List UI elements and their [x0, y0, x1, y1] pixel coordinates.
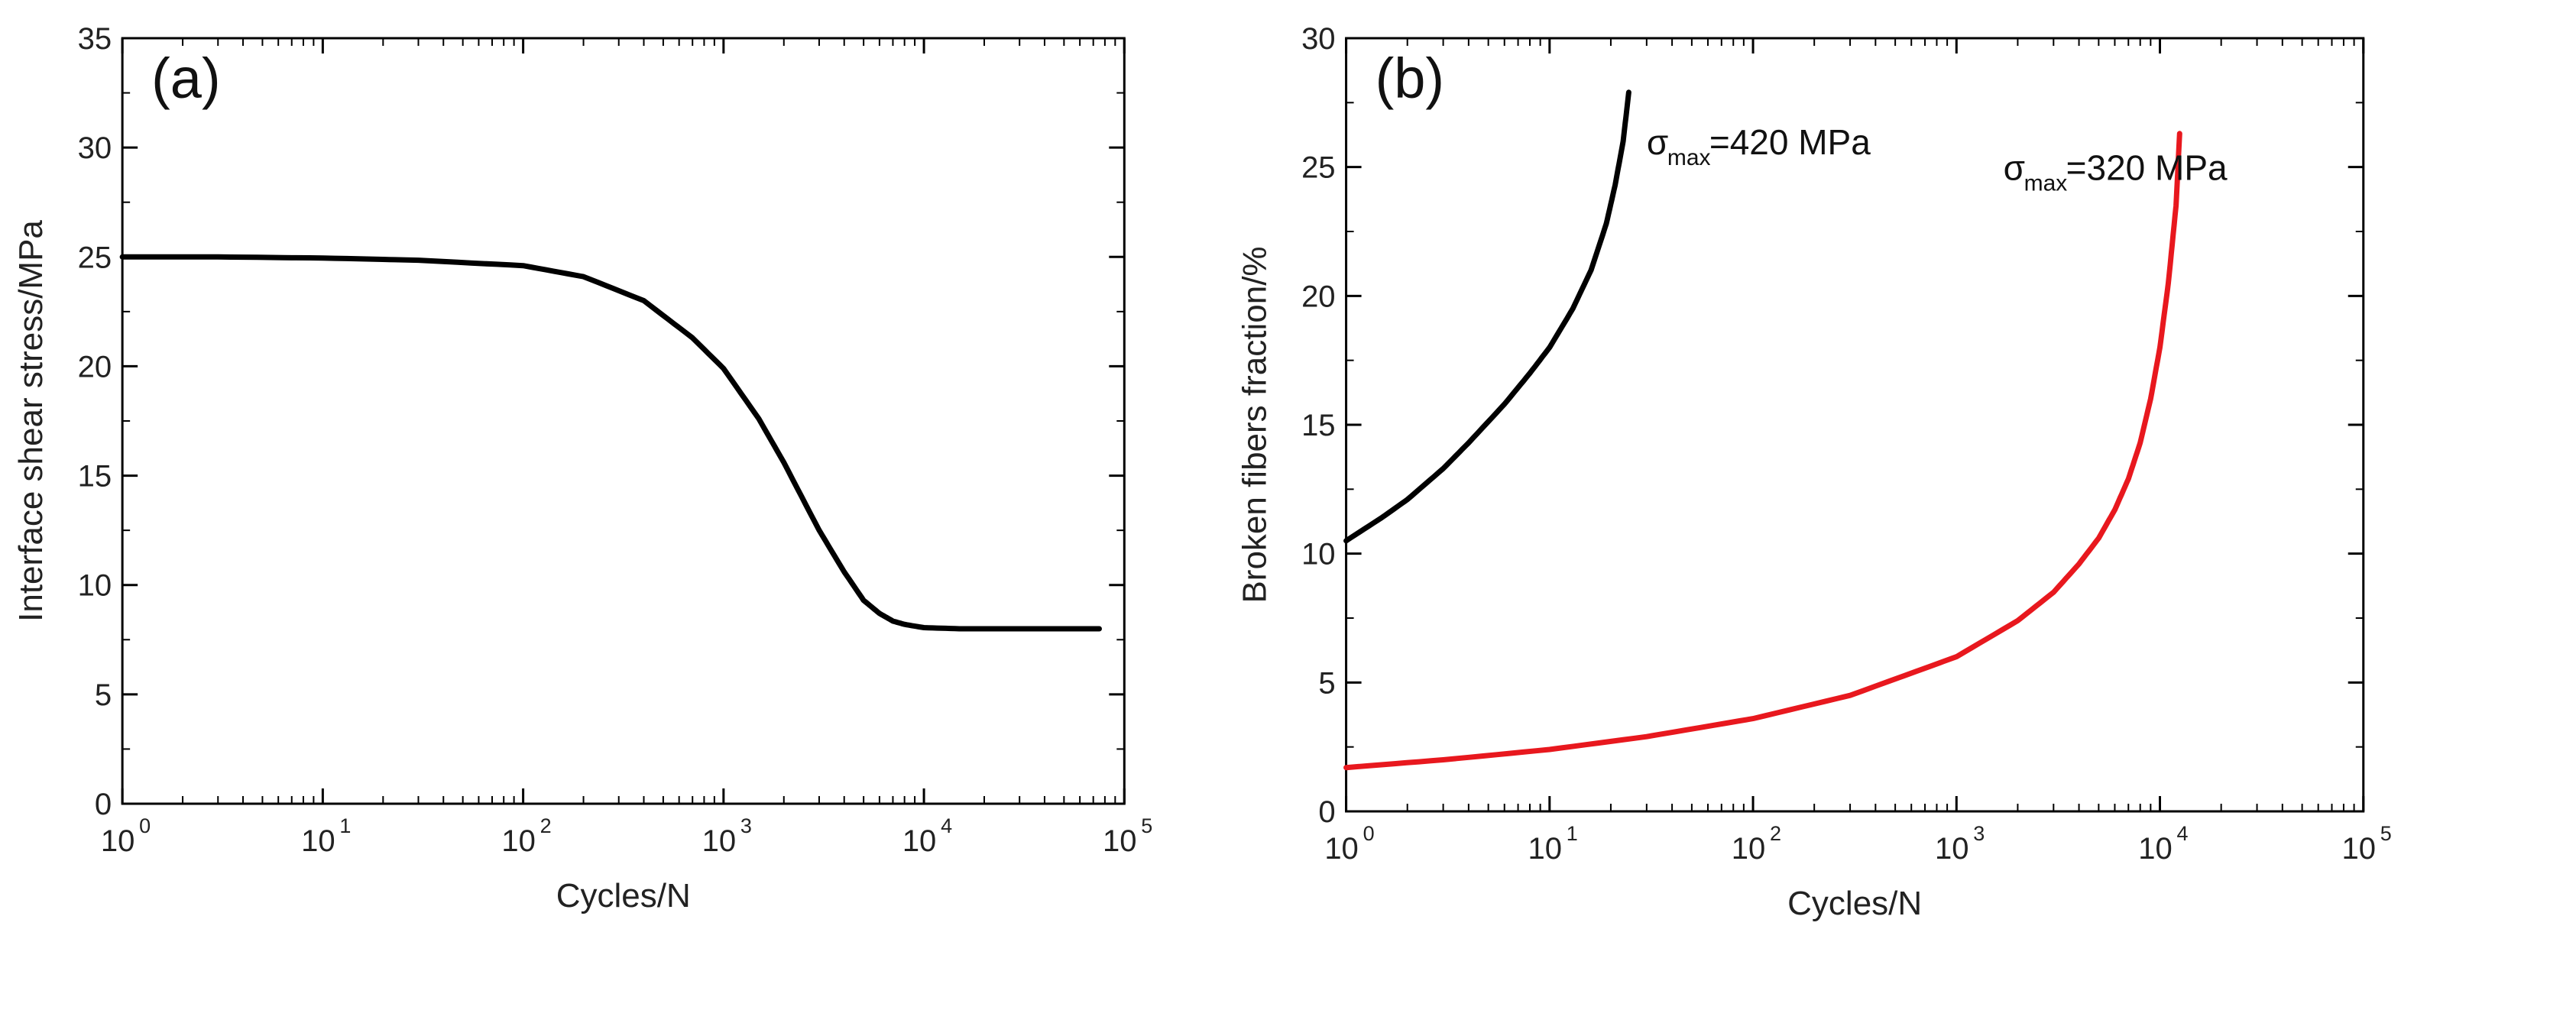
- y-tick-label: 15: [78, 460, 112, 494]
- x-tick-label-exponent: 5: [1141, 814, 1152, 837]
- x-tick-label-base: 10: [902, 824, 937, 858]
- y-tick-label: 25: [78, 241, 112, 274]
- x-tick-label-exponent: 5: [2380, 822, 2392, 845]
- y-tick-label: 20: [1301, 280, 1336, 313]
- x-tick-label-base: 10: [1732, 832, 1766, 866]
- x-tick-label-base: 10: [2138, 832, 2173, 866]
- series-annotation-symbol: σ: [1647, 122, 1668, 162]
- x-tick-label-base: 10: [101, 824, 135, 858]
- series-annotation-symbol: σ: [2004, 148, 2025, 188]
- y-tick-label: 30: [78, 131, 112, 165]
- x-axis-title: Cycles/N: [556, 877, 691, 915]
- panel-label: (a): [151, 47, 220, 110]
- x-tick-label-exponent: 1: [339, 814, 351, 837]
- series-annotation-text: =320 MPa: [2066, 148, 2228, 188]
- series-annotation-subscript: max: [2024, 171, 2068, 196]
- y-tick-label: 5: [1318, 666, 1335, 700]
- y-tick-label: 0: [95, 788, 112, 821]
- y-tick-label: 30: [1301, 22, 1336, 56]
- y-tick-label: 15: [1301, 409, 1336, 442]
- series-line-1: [119, 254, 1102, 632]
- series-annotation-text: =420 MPa: [1709, 122, 1871, 162]
- x-tick-label-base: 10: [1103, 824, 1137, 858]
- x-tick-label-base: 10: [501, 824, 536, 858]
- x-tick-label-exponent: 2: [540, 814, 552, 837]
- x-tick-label-exponent: 2: [1770, 822, 1781, 845]
- x-tick-label-base: 10: [1935, 832, 1969, 866]
- x-tick-label-base: 10: [702, 824, 737, 858]
- x-tick-label-base: 10: [1528, 832, 1563, 866]
- y-tick-label: 25: [1301, 151, 1336, 185]
- y-tick-label: 10: [1301, 538, 1336, 571]
- series-line-2: [1343, 131, 2182, 771]
- x-tick-label-exponent: 1: [1567, 822, 1578, 845]
- x-tick-label-exponent: 3: [740, 814, 752, 837]
- x-tick-label-base: 10: [1324, 832, 1359, 866]
- x-tick-label-exponent: 3: [1973, 822, 1985, 845]
- x-tick-label-exponent: 0: [139, 814, 151, 837]
- x-tick-label-exponent: 0: [1363, 822, 1375, 845]
- y-tick-label: 35: [78, 22, 112, 56]
- y-axis-title: Broken fibers fraction/%: [1236, 246, 1274, 603]
- series-annotation-subscript: max: [1667, 145, 1711, 170]
- y-axis-title: Interface shear stress/MPa: [12, 220, 50, 622]
- x-tick-label-base: 10: [301, 824, 335, 858]
- x-axis-title: Cycles/N: [1787, 885, 1922, 922]
- y-tick-label: 0: [1318, 795, 1335, 829]
- y-tick-label: 10: [78, 569, 112, 603]
- x-tick-label-exponent: 4: [941, 814, 952, 837]
- x-tick-label-exponent: 4: [2177, 822, 2189, 845]
- series-line-1: [1343, 89, 1631, 544]
- panel-label: (b): [1375, 47, 1444, 110]
- y-tick-label: 20: [78, 350, 112, 384]
- y-tick-label: 5: [95, 678, 112, 712]
- plot-frame: [121, 37, 1126, 805]
- x-tick-label-base: 10: [2342, 832, 2377, 866]
